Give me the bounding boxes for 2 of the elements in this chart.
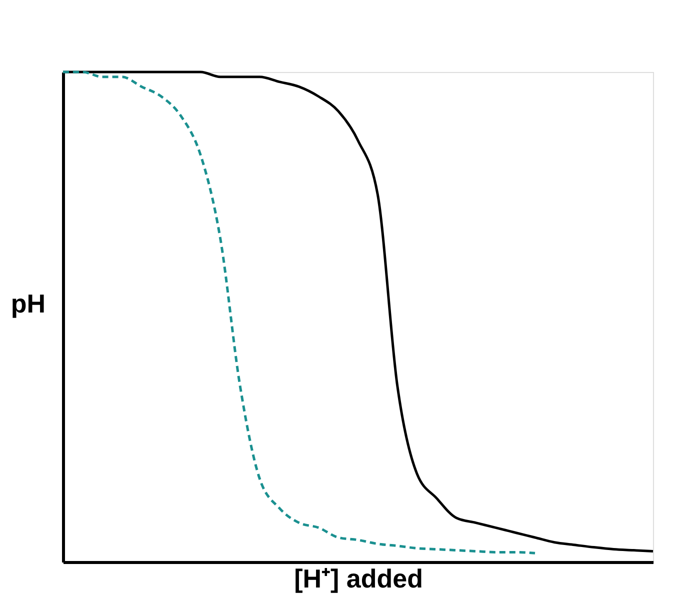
y-axis-title: pH: [10, 288, 46, 318]
x-axis-title: [H⁺] added: [294, 564, 423, 594]
